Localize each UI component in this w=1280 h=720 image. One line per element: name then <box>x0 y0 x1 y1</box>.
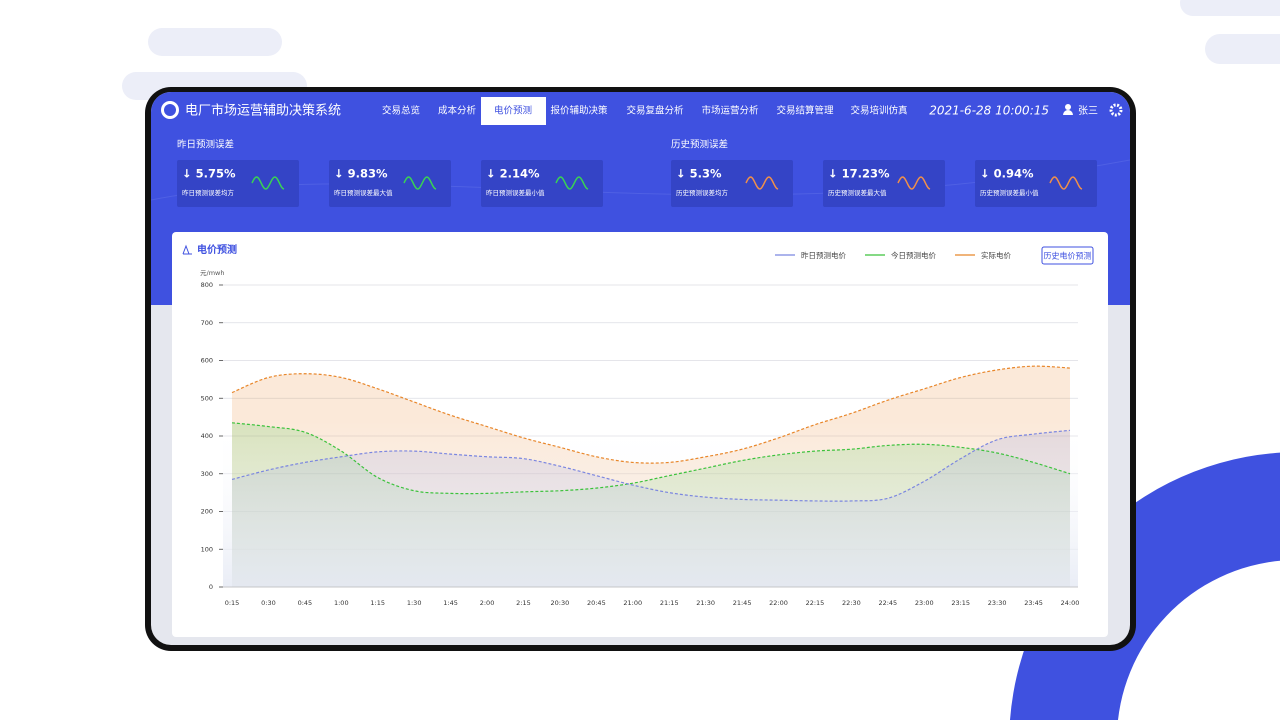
y-tick-label: 500 <box>201 394 213 402</box>
x-tick-label: 22:45 <box>878 599 897 607</box>
error-value: ↓ 17.23% <box>828 167 890 181</box>
nav-item[interactable]: 成本分析 <box>438 105 477 117</box>
app-title: 电厂市场运营辅助决策系统 <box>185 103 341 119</box>
decor <box>148 28 282 56</box>
error-label: 历史预测误差最大值 <box>828 188 887 197</box>
nav-item[interactable]: 交易结算管理 <box>776 105 834 117</box>
nav-item[interactable]: 交易培训仿真 <box>850 105 907 117</box>
x-tick-label: 23:15 <box>951 599 970 607</box>
x-tick-label: 1:30 <box>407 599 422 607</box>
nav-item[interactable]: 交易总览 <box>382 105 420 117</box>
user-name[interactable]: 张三 <box>1078 105 1098 117</box>
user-icon <box>1065 104 1071 110</box>
nav-active-bg <box>481 97 546 125</box>
x-tick-label: 20:30 <box>551 599 570 607</box>
error-card <box>823 160 945 207</box>
x-tick-label: 21:00 <box>623 599 642 607</box>
chart-icon <box>182 244 192 255</box>
error-label: 历史预测误差均方 <box>676 188 729 197</box>
line <box>231 365 1071 464</box>
error-value: ↓ 0.94% <box>980 167 1034 181</box>
nav-item[interactable]: 市场运营分析 <box>701 105 759 117</box>
line <box>231 422 1071 495</box>
x-tick-label: 23:45 <box>1024 599 1043 607</box>
y-tick-label: 700 <box>201 319 213 327</box>
y-tick-label: 800 <box>201 281 213 289</box>
error-value: ↓ 5.3% <box>676 167 722 181</box>
x-tick-label: 24:00 <box>1061 599 1080 607</box>
x-tick-label: 0:45 <box>298 599 313 607</box>
nav-item[interactable]: 电价预测 <box>494 105 532 117</box>
y-tick-label: 200 <box>201 508 213 516</box>
group-title: 昨日预测误差 <box>177 139 234 151</box>
sparkline <box>1049 176 1083 190</box>
user-icon <box>1063 110 1073 115</box>
y-tick-label: 600 <box>201 357 213 365</box>
y-tick-label: 100 <box>201 545 213 553</box>
x-tick-label: 22:15 <box>806 599 825 607</box>
nav-item[interactable]: 交易复盘分析 <box>626 105 684 117</box>
chart-title: 电价预测 <box>197 243 237 256</box>
x-tick-label: 23:30 <box>988 599 1007 607</box>
error-label: 昨日预测误差最小值 <box>486 188 545 197</box>
error-card <box>671 160 793 207</box>
x-tick-label: 23:00 <box>915 599 934 607</box>
error-label: 历史预测误差最小值 <box>980 188 1039 197</box>
datetime: 2021-6-28 10:00:15 <box>929 104 1049 118</box>
area-fade <box>223 420 1078 587</box>
legend-label[interactable]: 昨日预测电价 <box>801 250 846 260</box>
error-card <box>177 160 299 207</box>
legend-label[interactable]: 实际电价 <box>981 250 1011 260</box>
x-tick-label: 20:45 <box>587 599 606 607</box>
x-tick-label: 1:00 <box>334 599 349 607</box>
x-tick-label: 0:30 <box>261 599 276 607</box>
settings-icon[interactable] <box>1109 103 1123 117</box>
x-tick-label: 0:15 <box>225 599 240 607</box>
x-tick-label: 21:45 <box>733 599 752 607</box>
sparkline <box>897 176 931 190</box>
sparkline <box>403 176 437 190</box>
y-tick-label: 0 <box>209 583 213 591</box>
error-value: ↓ 5.75% <box>182 167 236 181</box>
decor <box>1180 0 1280 16</box>
x-tick-label: 21:15 <box>660 599 679 607</box>
x-tick-label: 1:45 <box>443 599 458 607</box>
error-value: ↓ 2.14% <box>486 167 540 181</box>
sparkline <box>555 176 589 190</box>
y-tick-label: 400 <box>201 432 213 440</box>
y-axis-label: 元/mwh <box>200 269 224 277</box>
sparkline <box>745 176 779 190</box>
nav-item[interactable]: 报价辅助决策 <box>550 105 608 117</box>
line <box>231 429 1071 502</box>
history-button[interactable] <box>1041 246 1094 265</box>
x-tick-label: 21:30 <box>696 599 715 607</box>
error-card <box>329 160 451 207</box>
history-button-label[interactable]: 历史电价预测 <box>1044 251 1092 261</box>
y-tick-label: 300 <box>201 470 213 478</box>
x-tick-label: 22:30 <box>842 599 861 607</box>
error-label: 昨日预测误差均方 <box>182 188 235 197</box>
sparkline <box>251 176 285 190</box>
decor-arc <box>1010 452 1280 720</box>
error-value: ↓ 9.83% <box>334 167 388 181</box>
x-tick-label: 2:00 <box>480 599 495 607</box>
x-tick-label: 2:15 <box>516 599 531 607</box>
error-card <box>481 160 603 207</box>
legend-label[interactable]: 今日预测电价 <box>891 250 936 260</box>
logo <box>164 104 176 116</box>
error-label: 昨日预测误差最大值 <box>334 188 393 197</box>
group-title: 历史预测误差 <box>671 139 728 151</box>
x-tick-label: 1:15 <box>370 599 385 607</box>
error-card <box>975 160 1097 207</box>
x-tick-label: 22:00 <box>769 599 788 607</box>
decor <box>1205 34 1280 64</box>
